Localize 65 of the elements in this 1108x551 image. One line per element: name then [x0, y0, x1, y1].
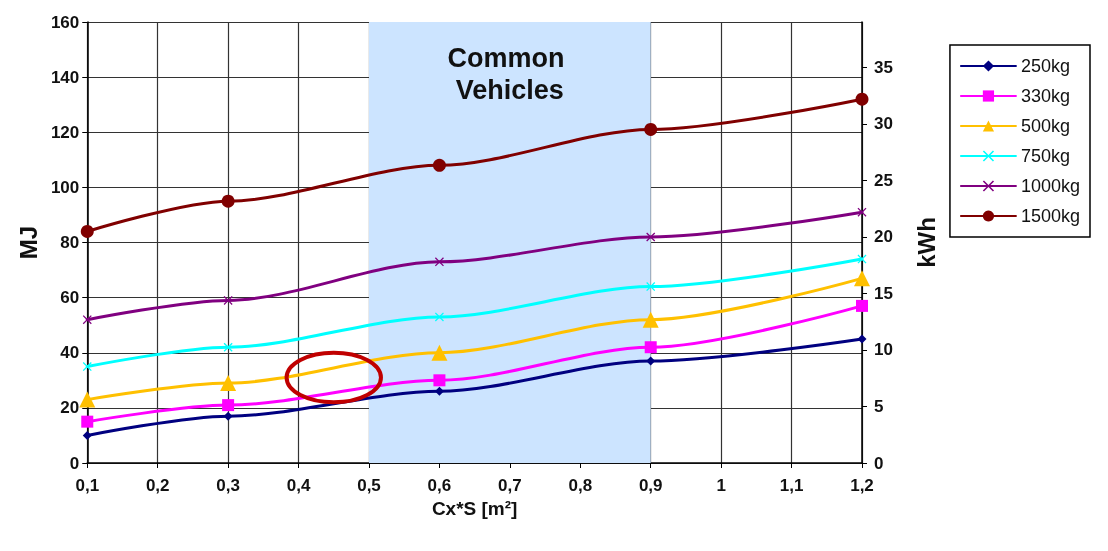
y-tick-label: 140	[50, 67, 80, 87]
legend-label: 1000kg	[1020, 176, 1081, 196]
y2-tick-label: 35	[874, 57, 893, 77]
y-tick-label: 0	[69, 453, 80, 473]
x-tick-label: 0,9	[638, 476, 663, 495]
point	[856, 299, 868, 312]
x-tick-label: 0,5	[357, 476, 381, 495]
legend-label: 500kg	[1020, 116, 1070, 136]
legend-label: 250kg	[1020, 56, 1070, 76]
y-tick-label: 80	[60, 233, 80, 252]
point	[223, 342, 233, 352]
point	[434, 257, 444, 267]
x-tick-label: 1,1	[779, 476, 804, 495]
point	[644, 123, 658, 136]
y2-tick-label: 15	[874, 283, 893, 303]
point	[434, 312, 444, 322]
x-tick-label: 0,1	[75, 476, 100, 495]
point	[82, 430, 92, 440]
point	[79, 391, 96, 408]
point	[220, 375, 237, 392]
point	[82, 362, 92, 372]
point	[857, 207, 867, 217]
y2-tick-label: 10	[874, 340, 893, 360]
point	[80, 224, 94, 238]
x-tick-label: 0,2	[145, 476, 170, 495]
point	[432, 158, 446, 172]
point	[221, 194, 235, 208]
y2-tick-label: 30	[874, 114, 893, 134]
y2-tick-label: 5	[874, 396, 884, 416]
y2-tick-label: 0	[874, 453, 884, 473]
point	[223, 411, 233, 421]
y-tick-label: 100	[50, 177, 80, 197]
x-tick-label: 0,7	[498, 476, 522, 495]
x-axis-title: Cx*S [m²]	[431, 498, 518, 519]
x-tick-label: 0,8	[568, 476, 593, 495]
y2-tick-label: 20	[874, 227, 893, 247]
point	[222, 399, 235, 412]
band-label: Common Vehicles	[447, 43, 573, 105]
point	[223, 295, 233, 305]
y2-axis-title: kWh	[912, 217, 940, 268]
point	[855, 92, 869, 106]
point	[642, 311, 659, 328]
y2-tick-label: 25	[874, 170, 893, 190]
x-tick-label: 1	[716, 476, 726, 495]
legend-label: 750kg	[1020, 146, 1070, 166]
x-tick-label: 0,3	[216, 476, 240, 495]
point	[646, 232, 656, 242]
point	[854, 270, 870, 287]
point	[646, 282, 656, 292]
y-tick-label: 60	[60, 288, 80, 308]
y-axis-title: MJ	[14, 225, 42, 260]
point	[644, 341, 657, 354]
x-tick-label: 1,2	[850, 476, 874, 495]
point	[431, 344, 448, 361]
x-tick-label: 0,4	[286, 476, 311, 495]
x-tick-label: 0,6	[427, 476, 452, 495]
y-tick-label: 160	[50, 12, 80, 32]
legend-label: 1500kg	[1020, 206, 1081, 226]
legend-label: 330kg	[1020, 86, 1070, 106]
point	[857, 334, 867, 344]
point	[433, 374, 446, 387]
y-tick-label: 20	[60, 398, 80, 418]
y-tick-label: 40	[60, 343, 80, 363]
point	[81, 415, 94, 428]
y-tick-label: 120	[50, 122, 80, 142]
